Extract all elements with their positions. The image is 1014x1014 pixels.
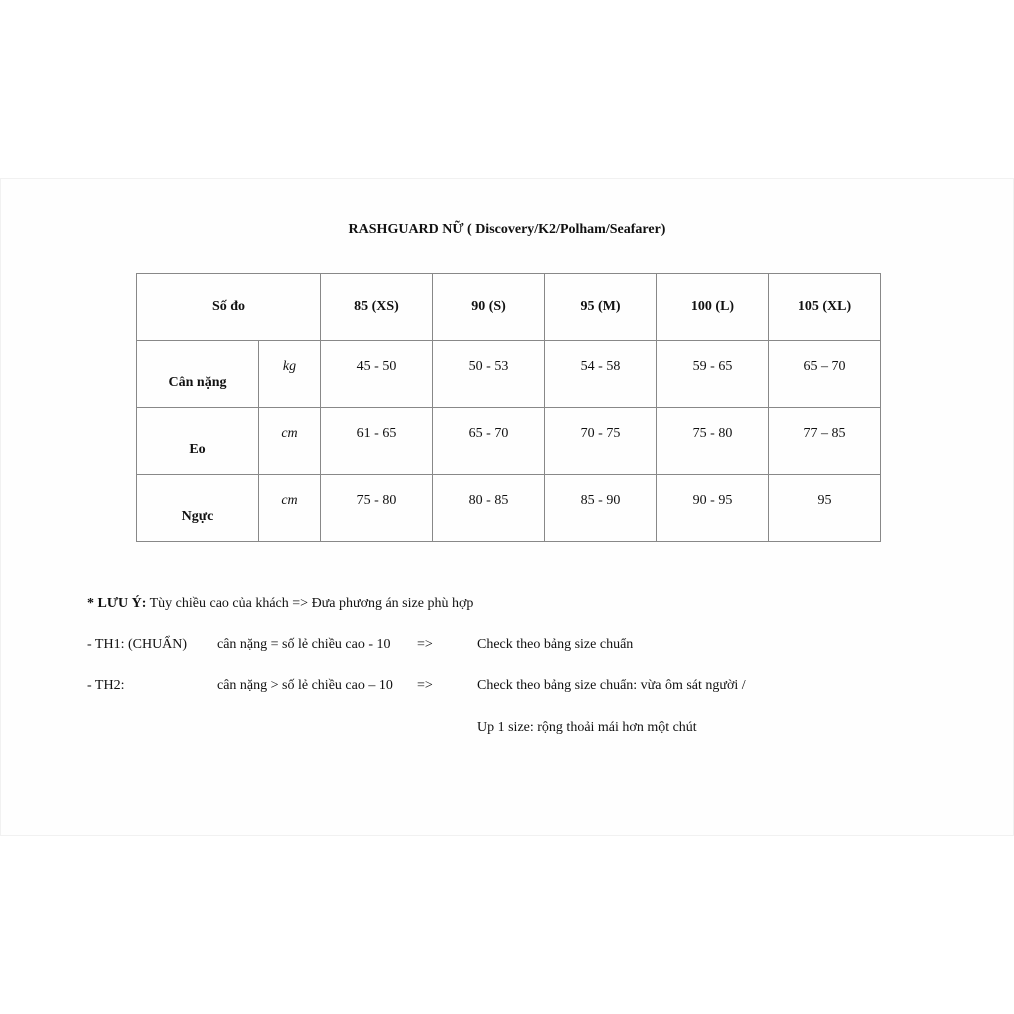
th2-result: Check theo bảng size chuẩn: vừa ôm sát n… — [477, 678, 746, 693]
header-size: 95 (M) — [544, 273, 657, 341]
th2-result-2: Up 1 size: rộng thoải mái hơn một chút — [477, 720, 697, 735]
th2-label: - TH2: — [87, 678, 125, 693]
table-header-row: Số đo 85 (XS) 90 (S) 95 (M) 100 (L) 105 … — [136, 273, 881, 341]
header-measurement: Số đo — [136, 273, 321, 341]
cell-value: 50 - 53 — [468, 359, 509, 374]
table-row: Ngực cm 75 - 80 80 - 85 85 - 90 90 - 95 … — [136, 474, 881, 542]
header-size: 90 (S) — [432, 273, 545, 341]
cell-value: 54 - 58 — [580, 359, 621, 374]
row-label: Eo — [189, 442, 206, 457]
document-title: RASHGUARD NỮ ( Discovery/K2/Polham/Seafa… — [348, 222, 666, 237]
cell-value: 77 – 85 — [803, 426, 846, 441]
cell-value: 45 - 50 — [356, 359, 397, 374]
table-row: Eo cm 61 - 65 65 - 70 70 - 75 75 - 80 77… — [136, 407, 881, 475]
size-table: Số đo 85 (XS) 90 (S) 95 (M) 100 (L) 105 … — [136, 273, 881, 542]
row-label: Cân nặng — [168, 375, 227, 390]
th1-arrow: => — [417, 637, 433, 652]
row-unit: cm — [281, 493, 298, 508]
note-heading-text: Tùy chiều cao của khách => Đưa phương án… — [146, 596, 474, 611]
header-size: 85 (XS) — [320, 273, 433, 341]
th1-rule: cân nặng = số lẻ chiều cao - 10 — [217, 637, 391, 652]
cell-value: 80 - 85 — [468, 493, 509, 508]
th1-label: - TH1: (CHUẨN) — [87, 637, 188, 652]
cell-value: 65 – 70 — [803, 359, 846, 374]
cell-value: 90 - 95 — [692, 493, 733, 508]
table-row: Cân nặng kg 45 - 50 50 - 53 54 - 58 59 -… — [136, 340, 881, 408]
th2-rule: cân nặng > số lẻ chiều cao – 10 — [217, 678, 393, 693]
cell-value: 95 — [817, 493, 832, 508]
header-size: 100 (L) — [656, 273, 769, 341]
header-size: 105 (XL) — [768, 273, 881, 341]
row-label: Ngực — [181, 509, 214, 524]
cell-value: 61 - 65 — [356, 426, 397, 441]
cell-value: 85 - 90 — [580, 493, 621, 508]
row-unit: kg — [282, 359, 297, 374]
th2-arrow: => — [417, 678, 433, 693]
th1-result: Check theo bảng size chuẩn — [477, 637, 634, 652]
cell-value: 65 - 70 — [468, 426, 509, 441]
cell-value: 75 - 80 — [692, 426, 733, 441]
note-heading-bold: * LƯU Ý: — [87, 596, 147, 611]
cell-value: 75 - 80 — [356, 493, 397, 508]
cell-value: 70 - 75 — [580, 426, 621, 441]
note-heading: * LƯU Ý: Tùy chiều cao của khách => Đưa … — [87, 596, 473, 612]
row-unit: cm — [281, 426, 298, 441]
cell-value: 59 - 65 — [692, 359, 733, 374]
